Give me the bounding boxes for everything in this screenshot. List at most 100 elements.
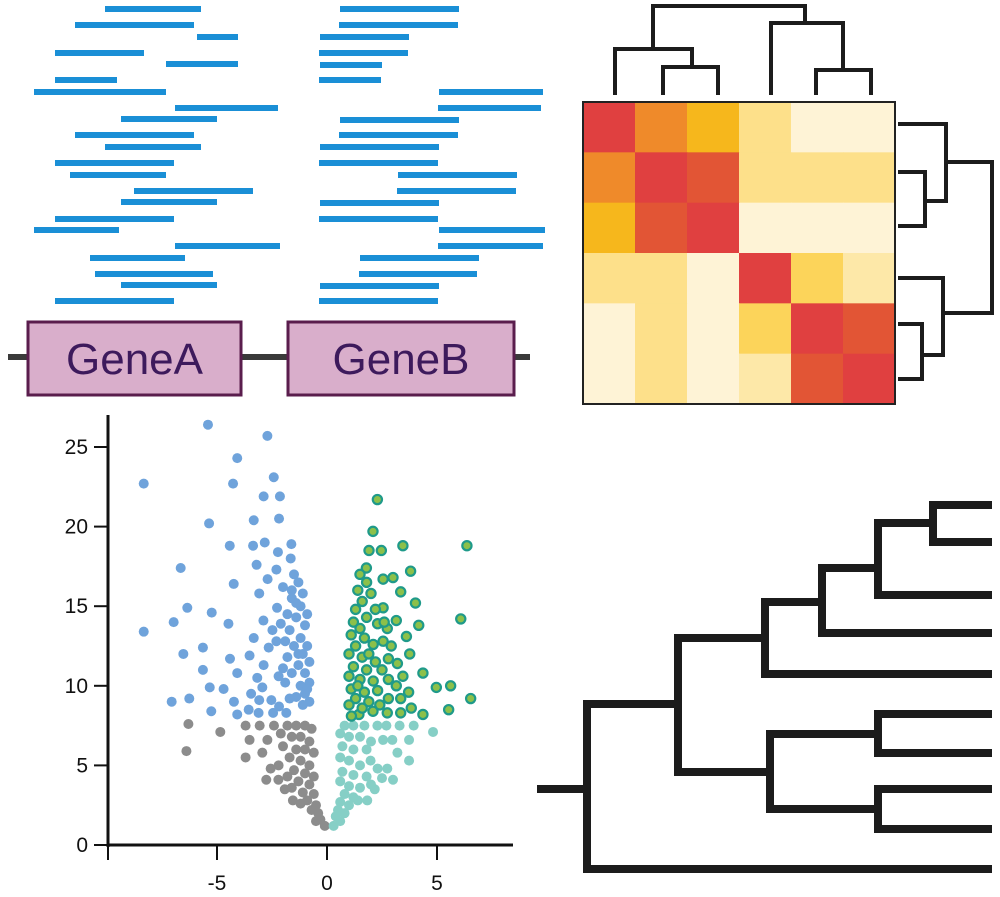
heatmap-cell [687, 202, 740, 254]
sequence-read [319, 160, 438, 166]
heatmap-cell [583, 303, 636, 355]
heatmap-cell [791, 202, 844, 254]
not-significant-up-point [352, 795, 363, 806]
not-significant-down-point [287, 795, 298, 806]
down-regulated-point [182, 602, 193, 613]
not-significant-up-point [361, 744, 372, 755]
up-regulated-point [360, 576, 373, 589]
heatmap-cell [687, 253, 740, 304]
up-regulated-point [369, 656, 382, 668]
not-significant-up-point [394, 720, 405, 731]
down-regulated-point [271, 564, 282, 575]
down-regulated-point [184, 693, 195, 704]
down-regulated-point [197, 664, 208, 675]
heatmap-cell [635, 102, 688, 153]
down-regulated-point [262, 574, 273, 585]
down-regulated-point [284, 625, 295, 636]
down-regulated-point [280, 677, 291, 688]
up-regulated-point [354, 622, 366, 635]
not-significant-down-point [268, 720, 279, 731]
not-significant-down-point [308, 747, 319, 758]
up-regulated-point [363, 696, 375, 708]
heatmap-cell [791, 303, 844, 355]
down-regulated-point [218, 683, 229, 694]
down-regulated-point [138, 478, 149, 489]
gene-a-rect [26, 320, 243, 397]
down-regulated-point [267, 625, 278, 636]
up-regulated-point [377, 573, 389, 585]
not-significant-up-point [339, 720, 350, 731]
sequence-read [34, 227, 119, 233]
sequence-read [340, 117, 459, 123]
sequence-read [438, 243, 543, 249]
up-regulated-point [354, 568, 366, 581]
down-regulated-point [278, 663, 288, 674]
not-significant-up-point [335, 752, 346, 763]
volcano-plot: 0 5 10 15 20 25 -5 0 5 [65, 415, 513, 895]
up-regulated-point [349, 640, 362, 652]
not-significant-down-point [304, 736, 315, 747]
up-regulated-point [461, 540, 473, 552]
sequence-read [319, 50, 408, 56]
down-regulated-point [286, 668, 297, 679]
heatmap-cell [739, 303, 792, 355]
down-regulated-point [224, 653, 235, 664]
not-significant-up-point [387, 734, 398, 745]
heatmap [582, 4, 994, 405]
not-significant-up-point [404, 755, 415, 766]
down-regulated-point [262, 430, 273, 441]
not-significant-down-point [291, 720, 302, 731]
not-significant-up-point [377, 773, 387, 784]
not-significant-down-point [257, 747, 268, 758]
up-regulated-point [343, 699, 355, 711]
sequence-read [121, 199, 217, 205]
y-tick-label: 20 [65, 516, 88, 539]
not-significant-down-point [311, 816, 321, 827]
heatmap-cell [843, 253, 896, 304]
not-significant-up-point [328, 820, 339, 831]
down-regulated-point [273, 671, 284, 682]
not-significant-down-point [240, 752, 251, 763]
down-regulated-point [258, 491, 269, 502]
gene-b-label: GeneB [333, 335, 470, 384]
down-regulated-point [268, 472, 279, 483]
sequence-read [197, 34, 238, 40]
down-regulated-point [293, 660, 304, 671]
sequence-read [340, 6, 459, 12]
sequence-read [438, 105, 541, 111]
sequence-read [175, 105, 278, 111]
not-significant-down-point [273, 774, 284, 785]
heatmap-cell [687, 303, 740, 355]
not-significant-down-point [244, 734, 255, 745]
heatmap-column-dendrogram [613, 4, 873, 95]
down-regulated-point [300, 668, 310, 679]
down-regulated-point [284, 693, 295, 704]
down-regulated-point [228, 578, 239, 589]
sequence-read [75, 132, 194, 138]
heatmap-cell [635, 202, 688, 254]
not-significant-up-point [388, 774, 398, 785]
up-regulated-point [349, 692, 362, 705]
heatmap-cell [635, 303, 688, 355]
down-regulated-point [259, 537, 270, 548]
not-significant-down-point [273, 760, 284, 771]
not-significant-down-point [300, 744, 310, 755]
sequence-read [439, 89, 543, 95]
up-regulated-point [377, 635, 389, 647]
down-regulated-point [178, 648, 189, 659]
sequence-read [320, 34, 409, 40]
not-significant-up-point [404, 734, 415, 745]
sequence-read [134, 188, 253, 194]
not-significant-down-point [304, 760, 315, 771]
not-significant-up-point [348, 744, 359, 755]
not-significant-down-point [293, 776, 304, 787]
not-significant-up-point [372, 720, 383, 731]
not-significant-down-point [215, 726, 226, 737]
up-regulated-point [382, 653, 395, 665]
x-axis-ticks: -5 0 5 [208, 845, 443, 895]
up-regulated-point [382, 692, 395, 705]
heatmap-cell [583, 353, 636, 405]
up-regulated-point [430, 681, 443, 694]
down-regulated-point [274, 513, 285, 524]
